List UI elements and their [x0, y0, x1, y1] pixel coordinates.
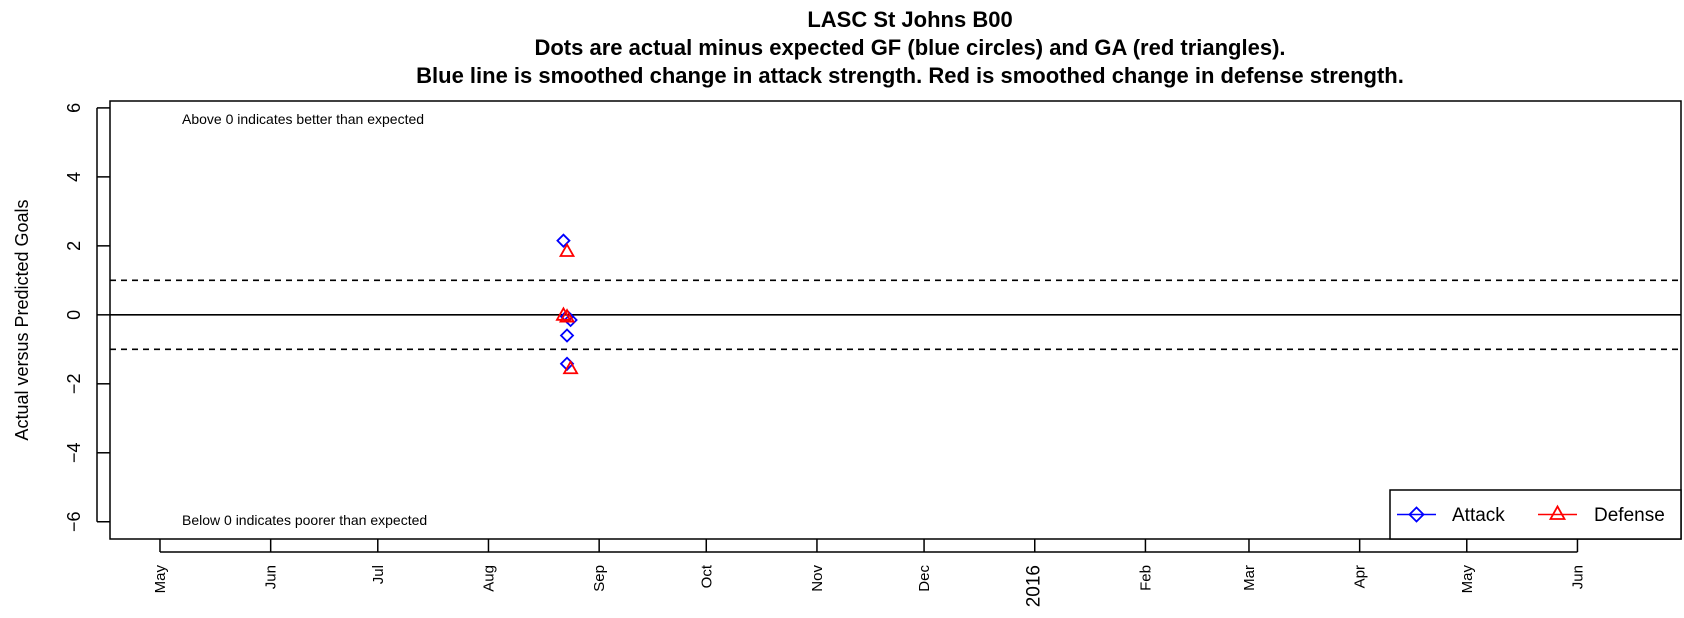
legend-attack-label: Attack	[1452, 505, 1505, 526]
y-tick-label: −6	[64, 511, 84, 532]
defense-point	[558, 308, 576, 323]
chart-subtitle-2: Blue line is smoothed change in attack s…	[416, 63, 1404, 88]
x-tick-label: Apr	[1352, 565, 1369, 588]
y-axis: 6 4 2 0 −2 −4 −6	[64, 103, 110, 532]
legend: Attack Defense	[1389, 489, 1682, 540]
data-points	[555, 233, 579, 375]
y-axis-label: Actual versus Predicted Goals	[12, 199, 32, 440]
plot-area-frame	[109, 100, 1682, 540]
annotation-below: Below 0 indicates poorer than expected	[182, 512, 427, 528]
legend-box	[1389, 489, 1682, 540]
y-tick-label: 6	[64, 103, 84, 113]
annotation-above: Above 0 indicates better than expected	[182, 111, 424, 127]
x-axis: May Jun Jul Aug Sep Oct Nov Dec 2016 Feb Mar Apr May…	[152, 539, 1586, 607]
x-tick-label: Mar	[1241, 565, 1258, 591]
x-tick-label: 2016	[1024, 565, 1045, 607]
x-tick-label: Feb	[1137, 565, 1154, 591]
x-tick-label: May	[1459, 565, 1476, 594]
x-tick-label: May	[152, 565, 169, 594]
y-tick-label: −4	[64, 443, 84, 464]
legend-defense-label: Defense	[1594, 505, 1665, 526]
attack-point	[563, 312, 578, 328]
x-tick-label: Jun	[263, 565, 280, 589]
y-tick-label: 0	[64, 310, 84, 320]
legend-defense-triangle-icon	[1548, 504, 1567, 520]
x-tick-label: Dec	[916, 565, 933, 592]
x-tick-label: Nov	[809, 565, 826, 592]
chart-title: LASC St Johns B00	[807, 7, 1012, 32]
y-tick-label: −2	[64, 374, 84, 395]
x-tick-label: Sep	[591, 565, 608, 592]
chart-subtitle-1: Dots are actual minus expected GF (blue …	[534, 35, 1285, 60]
attack-point	[559, 328, 575, 343]
defense-point	[558, 242, 576, 257]
x-tick-label: Jun	[1569, 565, 1586, 589]
legend-attack-diamond-icon	[1408, 506, 1425, 523]
x-tick-label: Oct	[698, 564, 715, 588]
defense-point	[555, 306, 572, 321]
defense-point	[562, 359, 579, 375]
y-tick-label: 2	[64, 241, 84, 251]
x-tick-label: Aug	[480, 565, 497, 592]
reference-lines	[110, 279, 1681, 351]
x-tick-label: Jul	[370, 565, 387, 584]
y-tick-label: 4	[64, 172, 84, 182]
attack-point	[556, 233, 571, 248]
